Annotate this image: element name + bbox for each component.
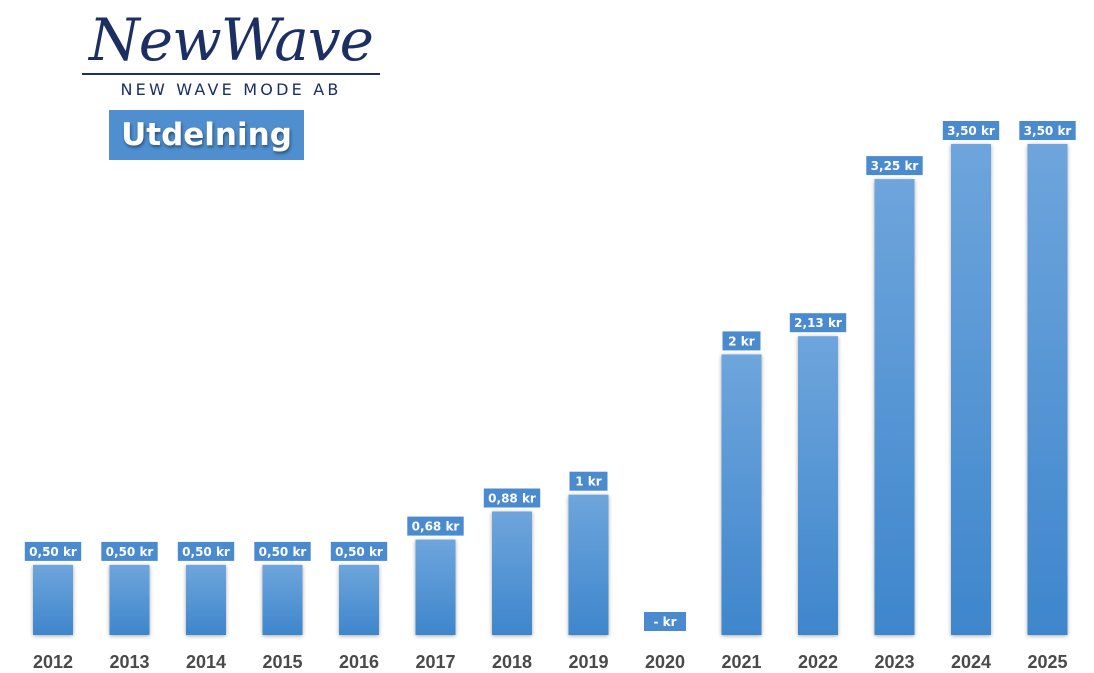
bar-2024 bbox=[951, 144, 991, 635]
bar-2021 bbox=[721, 354, 762, 635]
data-label-bg bbox=[942, 121, 1000, 140]
x-tick-2017: 2017 bbox=[415, 652, 455, 672]
x-tick-2024: 2024 bbox=[951, 652, 991, 672]
data-label-bg bbox=[254, 541, 311, 561]
bar-2019 bbox=[568, 494, 609, 635]
data-label-text: 0,88 kr bbox=[488, 492, 536, 506]
data-label-text: 0,50 kr bbox=[335, 545, 383, 559]
x-tick-2012: 2012 bbox=[33, 652, 73, 672]
data-label-text: - kr bbox=[653, 615, 676, 629]
chart-title: Utdelning bbox=[121, 117, 292, 153]
bar-2015 bbox=[262, 564, 303, 635]
data-label-2018: 0,88 kr bbox=[483, 488, 541, 508]
data-label-bg bbox=[569, 471, 608, 491]
data-label-bg bbox=[722, 331, 761, 351]
data-label-text: 3,25 kr bbox=[871, 159, 919, 173]
data-label-2012: 0,50 kr bbox=[24, 541, 82, 561]
data-label-text: 3,50 kr bbox=[1024, 124, 1072, 138]
data-label-bg bbox=[407, 516, 464, 536]
data-label-2017: 0,68 kr bbox=[407, 516, 464, 536]
data-label-2020: - kr bbox=[644, 612, 686, 631]
data-label-bg bbox=[866, 156, 923, 176]
data-label-2014: 0,50 kr bbox=[177, 541, 235, 561]
x-tick-2025: 2025 bbox=[1027, 652, 1067, 672]
x-tick-2023: 2023 bbox=[874, 652, 914, 672]
data-label-2022: 2,13 kr bbox=[789, 313, 847, 333]
data-label-2013: 0,50 kr bbox=[101, 541, 158, 561]
x-tick-2016: 2016 bbox=[339, 652, 379, 672]
bar-2017 bbox=[415, 539, 456, 635]
data-label-2015: 0,50 kr bbox=[254, 541, 311, 561]
data-label-text: 3,50 kr bbox=[947, 124, 995, 138]
data-label-bg bbox=[101, 541, 158, 561]
data-label-bg bbox=[1019, 121, 1076, 140]
bar-2022 bbox=[798, 336, 838, 635]
data-label-bg bbox=[483, 488, 541, 508]
data-label-2019: 1 kr bbox=[569, 471, 608, 491]
data-label-text: 0,50 kr bbox=[259, 545, 307, 559]
logo-script-text: NewWave bbox=[89, 6, 374, 74]
x-tick-2015: 2015 bbox=[262, 652, 302, 672]
data-label-text: 2,13 kr bbox=[794, 316, 842, 330]
bar-2014 bbox=[186, 564, 226, 635]
bar-2016 bbox=[339, 564, 379, 635]
new-wave-logo: NewWave NEW WAVE MODE AB bbox=[82, 6, 380, 99]
logo-subtitle: NEW WAVE MODE AB bbox=[120, 80, 342, 99]
bar-2025 bbox=[1027, 144, 1068, 635]
data-label-bg bbox=[644, 612, 686, 631]
x-tick-2013: 2013 bbox=[109, 652, 149, 672]
x-tick-2019: 2019 bbox=[568, 652, 608, 672]
x-tick-2014: 2014 bbox=[186, 652, 226, 672]
data-label-2023: 3,25 kr bbox=[866, 156, 923, 176]
x-tick-2018: 2018 bbox=[492, 652, 532, 672]
data-label-bg bbox=[789, 313, 847, 333]
x-tick-2021: 2021 bbox=[721, 652, 761, 672]
data-label-text: 0,68 kr bbox=[412, 520, 460, 534]
bar-2012 bbox=[33, 564, 73, 635]
data-label-text: 2 kr bbox=[728, 334, 755, 348]
bar-2018 bbox=[492, 511, 532, 635]
data-label-2025: 3,50 kr bbox=[1019, 121, 1076, 140]
data-label-2021: 2 kr bbox=[722, 331, 761, 351]
data-label-2024: 3,50 kr bbox=[942, 121, 1000, 140]
x-tick-2022: 2022 bbox=[798, 652, 838, 672]
data-label-text: 0,50 kr bbox=[106, 545, 154, 559]
data-label-bg bbox=[24, 541, 82, 561]
data-label-2016: 0,50 kr bbox=[330, 541, 388, 561]
x-axis-ticks: 2012 2013 2014 2015 2016 2017 2018 2019 2020 2021… bbox=[32, 651, 1069, 673]
data-labels-group: 0,50 kr 0,50 kr 0,50 kr 0,50 kr 0,50 kr 0,68 … bbox=[24, 121, 1076, 631]
bar-2013 bbox=[109, 564, 150, 635]
data-label-bg bbox=[330, 541, 388, 561]
data-label-text: 1 kr bbox=[575, 475, 602, 489]
chart-title-box: Utdelning bbox=[109, 110, 304, 160]
data-label-text: 0,50 kr bbox=[29, 545, 77, 559]
data-label-text: 0,50 kr bbox=[182, 545, 230, 559]
data-label-bg bbox=[177, 541, 235, 561]
x-tick-2020: 2020 bbox=[645, 652, 685, 672]
bars-group bbox=[33, 144, 1068, 635]
bar-2023 bbox=[874, 179, 915, 635]
logo-divider bbox=[82, 73, 380, 75]
